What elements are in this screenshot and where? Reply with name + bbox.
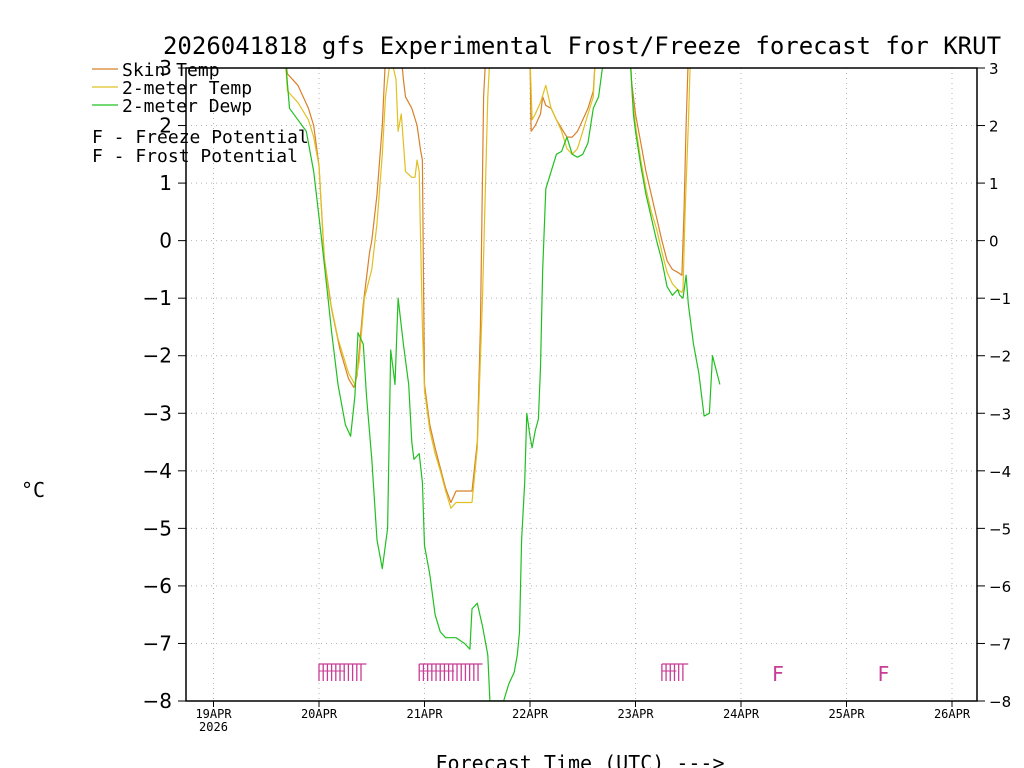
- legend-label: 2-meter Temp: [122, 78, 252, 99]
- y-tick-label-left: −3: [143, 401, 172, 425]
- chart-title: 2026041818 gfs Experimental Frost/Freeze…: [163, 32, 1001, 60]
- y-tick-label-right: −8: [989, 693, 1011, 711]
- freeze-potential-marker: F: [877, 662, 889, 686]
- y-tick-label-right: −2: [989, 348, 1011, 366]
- series-layer: [285, 68, 721, 701]
- y-axis-label: °C: [21, 478, 45, 502]
- y-tick-label-right: 1: [989, 175, 999, 193]
- x-tick-label: 21APR: [406, 707, 443, 721]
- y-tick-label-left: −8: [143, 689, 172, 713]
- y-tick-label-right: −5: [989, 520, 1011, 538]
- series-line-skin-temp: [286, 68, 689, 504]
- y-tick-label-left: −1: [143, 286, 172, 310]
- y-tick-label-right: −6: [989, 578, 1011, 596]
- x-tick-label: 22APR: [512, 707, 549, 721]
- y-tick-label-right: −4: [989, 463, 1011, 481]
- x-tick-label: 24APR: [723, 707, 760, 721]
- x-tick-sublabel: 2026: [199, 720, 228, 734]
- freeze-potential-glyph: F: [772, 662, 784, 686]
- x-tick-label: 25APR: [828, 707, 865, 721]
- x-axis-label: Forecast Time (UTC) --->: [436, 751, 725, 768]
- y-tick-label-left: −4: [143, 459, 172, 483]
- freeze-potential-marker: [318, 663, 367, 681]
- y-tick-label-left: 1: [159, 171, 172, 195]
- y-tick-label-left: −7: [143, 631, 172, 655]
- x-tick-label: 19APR: [195, 707, 232, 721]
- potential-legend-label: F - Frost Potential: [92, 146, 298, 167]
- y-tick-label-left: −5: [143, 516, 172, 540]
- y-axis-ticks: 3 3 2 2 1 1 0 0 −1 −1 −2 −2 −3 −3 −4 −4 −5 −5 −6 −6 −7 −7 −8 −8: [143, 56, 1012, 713]
- series-line-2-meter-temp: [285, 68, 691, 509]
- potential-legend-label: F - Freeze Potential: [92, 127, 309, 148]
- y-tick-label-left: −2: [143, 344, 172, 368]
- x-tick-label: 20APR: [301, 707, 338, 721]
- series-line-2-meter-dewp: [285, 68, 721, 701]
- x-tick-label: 23APR: [617, 707, 654, 721]
- x-tick-label: 26APR: [934, 707, 971, 721]
- plot-border: [185, 67, 978, 702]
- y-tick-label-right: 2: [989, 118, 999, 136]
- freeze-potential-marker: [418, 663, 483, 681]
- freeze-potential-marker: [661, 663, 689, 681]
- legend-label: Skin Temp: [122, 60, 220, 81]
- y-tick-label-right: 0: [989, 233, 999, 251]
- y-tick-label-left: 3: [159, 56, 172, 80]
- freeze-potential-marker: F: [772, 662, 784, 686]
- y-tick-label-left: −6: [143, 574, 172, 598]
- y-tick-label-right: −1: [989, 290, 1011, 308]
- y-tick-label-left: 0: [159, 229, 172, 253]
- grid-layer: [186, 68, 977, 701]
- y-tick-label-right: −7: [989, 635, 1011, 653]
- legend-label: 2-meter Dewp: [122, 96, 252, 117]
- freeze-potential-glyph: F: [877, 662, 889, 686]
- y-tick-label-left: 2: [159, 114, 172, 138]
- y-tick-label-right: −3: [989, 405, 1011, 423]
- y-tick-label-right: 3: [989, 60, 999, 78]
- plot-frame: [185, 67, 978, 702]
